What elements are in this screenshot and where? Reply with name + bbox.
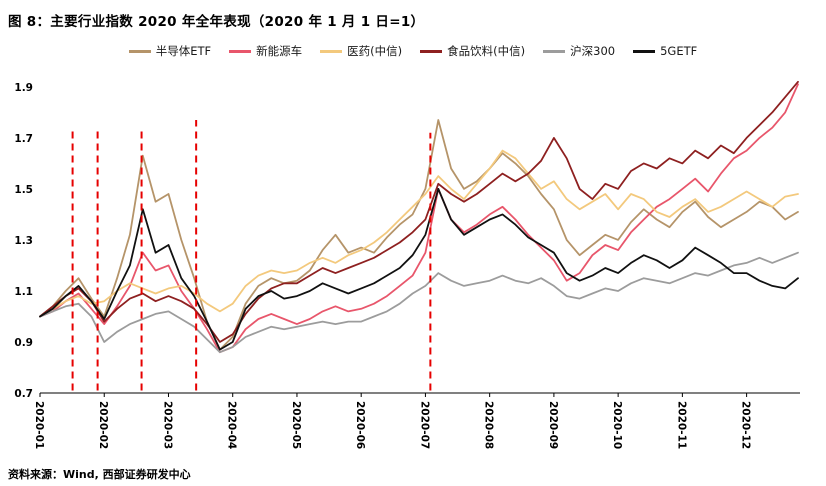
legend-line-swatch xyxy=(633,49,656,53)
x-axis-tick-label: 2020-05 xyxy=(290,401,302,449)
legend-item: 新能源车 xyxy=(229,43,302,59)
legend-item: 半导体ETF xyxy=(128,43,212,59)
x-axis-tick-label: 2020-08 xyxy=(483,401,495,449)
x-axis-tick-label: 2020-09 xyxy=(547,401,559,449)
legend-item: 医药(中信) xyxy=(320,43,402,59)
x-axis-tick-label: 2020-07 xyxy=(418,401,430,449)
series-line-沪深300 xyxy=(39,251,799,354)
y-axis-tick-label: 1.9 xyxy=(14,82,33,94)
series-line-医药(中信) xyxy=(39,149,799,318)
y-axis-tick-label: 0.7 xyxy=(14,388,33,400)
y-axis-tick-label: 1.7 xyxy=(14,133,33,145)
x-axis-tick-label: 2020-01 xyxy=(33,401,45,449)
y-axis-tick-label: 1.1 xyxy=(14,286,33,298)
series-line-食品饮料(中信) xyxy=(39,80,799,343)
source-note: 资料来源：Wind, 西部证券研发中心 xyxy=(8,468,191,481)
x-axis-tick-label: 2020-11 xyxy=(675,401,687,449)
legend-label: 食品饮料(中信) xyxy=(447,44,526,58)
x-axis-tick-label: 2020-06 xyxy=(354,401,366,449)
legend-item: 沪深300 xyxy=(543,43,615,59)
chart-legend: 半导体ETF 新能源车 医药(中信) 食品饮料(中信) 沪深300 5GETF xyxy=(0,43,826,59)
y-axis-tick-label: 0.9 xyxy=(14,337,33,349)
y-axis-tick-label: 1.3 xyxy=(14,235,33,247)
legend-line-swatch xyxy=(229,49,252,53)
legend-label: 5GETF xyxy=(660,44,698,58)
chart-area: 0.7 0.9 1.1 1.3 1.5 1.7 1.9 2020-01 2020-02 2020-… xyxy=(0,61,826,465)
x-axis-tick-label: 2020-12 xyxy=(740,401,752,449)
x-axis-tick-label: 2020-04 xyxy=(226,401,238,449)
legend-label: 沪深300 xyxy=(570,44,616,58)
legend-label: 半导体ETF xyxy=(155,44,212,58)
x-axis-tick-label: 2020-03 xyxy=(161,401,173,449)
series-line-5GETF xyxy=(39,188,799,351)
legend-line-swatch xyxy=(420,49,443,53)
x-axis-tick-label: 2020-02 xyxy=(97,401,109,449)
legend-line-swatch xyxy=(543,49,566,53)
y-axis-tick-label: 1.5 xyxy=(14,184,33,196)
legend-label: 新能源车 xyxy=(256,44,303,58)
x-axis-tick-label: 2020-10 xyxy=(611,401,623,449)
series-line-新能源车 xyxy=(39,83,799,354)
line-chart: 0.7 0.9 1.1 1.3 1.5 1.7 1.9 2020-01 2020-02 2020-… xyxy=(14,80,800,449)
legend-line-swatch xyxy=(128,49,151,53)
legend-item: 5GETF xyxy=(633,44,697,58)
legend-label: 医药(中信) xyxy=(347,44,403,58)
legend-line-swatch xyxy=(320,49,343,53)
figure-title: 图 8：主要行业指数 2020 年全年表现（2020 年 1 月 1 日=1） xyxy=(8,14,425,30)
legend-item: 食品饮料(中信) xyxy=(420,43,525,59)
